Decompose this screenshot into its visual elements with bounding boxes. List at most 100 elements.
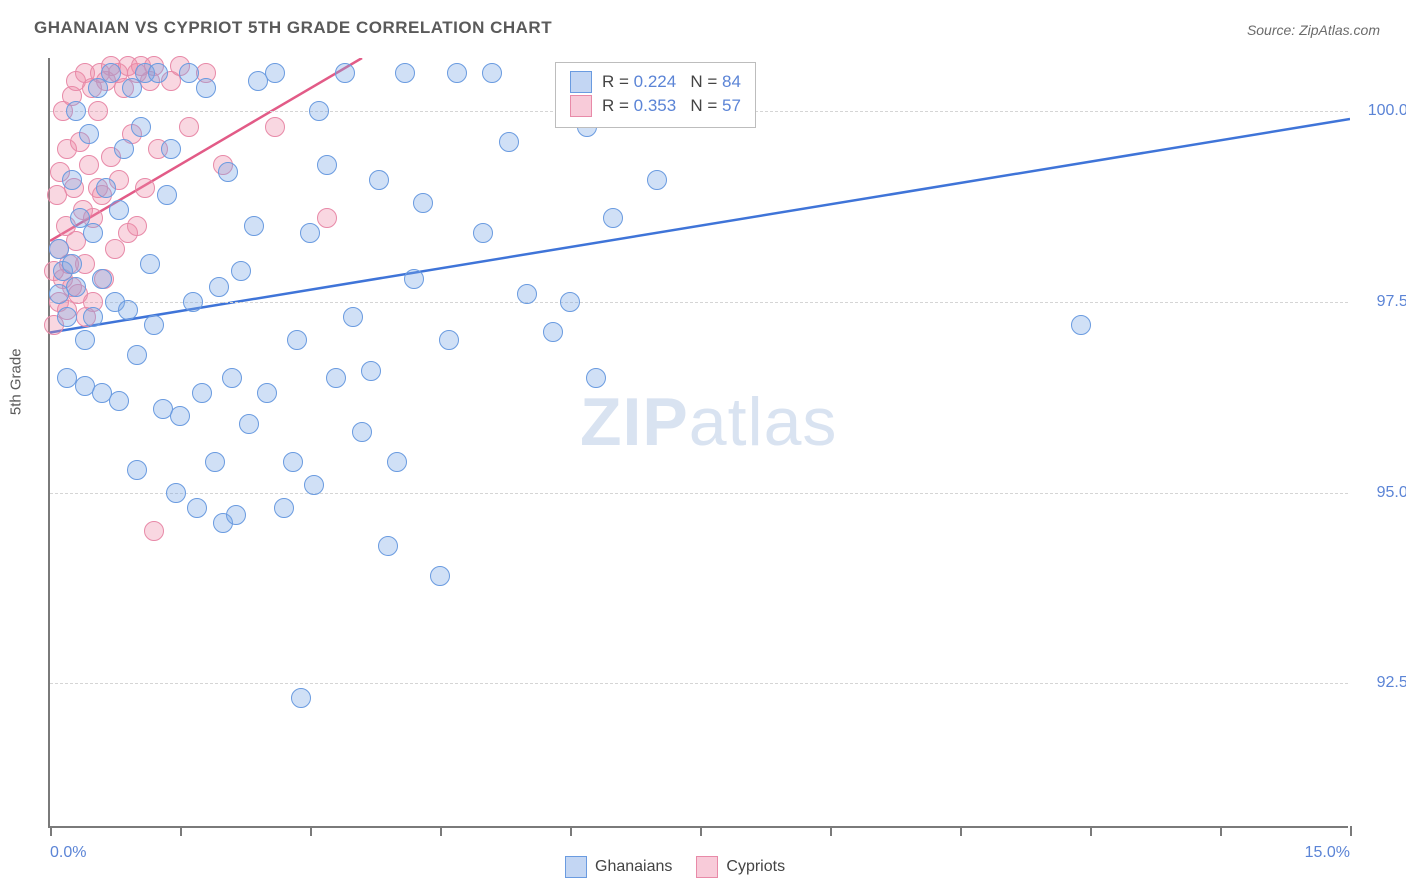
- data-point: [179, 117, 199, 137]
- data-point: [114, 139, 134, 159]
- y-tick-label: 97.5%: [1377, 293, 1406, 311]
- x-tick: [1220, 826, 1222, 836]
- data-point: [83, 307, 103, 327]
- data-point: [482, 63, 502, 83]
- data-point: [647, 170, 667, 190]
- data-point: [88, 101, 108, 121]
- data-point: [378, 536, 398, 556]
- data-point: [222, 368, 242, 388]
- data-point: [166, 483, 186, 503]
- data-point: [361, 361, 381, 381]
- data-point: [131, 117, 151, 137]
- data-point: [352, 422, 372, 442]
- data-point: [205, 452, 225, 472]
- series-legend: Ghanaians Cypriots: [565, 856, 785, 878]
- data-point: [1071, 315, 1091, 335]
- data-point: [127, 345, 147, 365]
- data-point: [413, 193, 433, 213]
- data-point: [335, 63, 355, 83]
- data-point: [343, 307, 363, 327]
- stats-legend: R = 0.224 N = 84 R = 0.353 N = 57: [555, 62, 756, 128]
- data-point: [369, 170, 389, 190]
- x-tick: [700, 826, 702, 836]
- data-point: [109, 200, 129, 220]
- data-point: [244, 216, 264, 236]
- data-point: [170, 406, 190, 426]
- data-point: [140, 254, 160, 274]
- stats-row-blue: R = 0.224 N = 84: [570, 71, 741, 93]
- r-value-blue: 0.224: [634, 72, 677, 91]
- legend-label: Ghanaians: [595, 858, 672, 876]
- x-tick: [1350, 826, 1352, 836]
- data-point: [127, 216, 147, 236]
- data-point: [183, 292, 203, 312]
- data-point: [326, 368, 346, 388]
- data-point: [317, 155, 337, 175]
- data-point: [317, 208, 337, 228]
- square-icon: [565, 856, 587, 878]
- x-tick: [960, 826, 962, 836]
- data-point: [473, 223, 493, 243]
- square-icon: [570, 71, 592, 93]
- data-point: [79, 124, 99, 144]
- x-tick: [310, 826, 312, 836]
- data-point: [57, 307, 77, 327]
- data-point: [517, 284, 537, 304]
- data-point: [543, 322, 563, 342]
- gridline-h: [50, 683, 1348, 684]
- data-point: [309, 101, 329, 121]
- data-point: [135, 178, 155, 198]
- r-value-pink: 0.353: [634, 96, 677, 115]
- data-point: [144, 521, 164, 541]
- y-tick-label: 100.0%: [1368, 102, 1406, 120]
- data-point: [196, 78, 216, 98]
- x-tick: [570, 826, 572, 836]
- data-point: [157, 185, 177, 205]
- data-point: [101, 63, 121, 83]
- data-point: [88, 78, 108, 98]
- chart-title: GHANAIAN VS CYPRIOT 5TH GRADE CORRELATIO…: [34, 18, 552, 38]
- data-point: [109, 391, 129, 411]
- n-value-pink: 57: [722, 96, 741, 115]
- legend-item-cypriots: Cypriots: [696, 856, 785, 878]
- y-tick-label: 95.0%: [1377, 484, 1406, 502]
- data-point: [447, 63, 467, 83]
- x-tick: [1090, 826, 1092, 836]
- data-point: [257, 383, 277, 403]
- scatter-plot: ZIPatlas 92.5%95.0%97.5%100.0%0.0%15.0%: [48, 58, 1348, 828]
- data-point: [127, 460, 147, 480]
- data-point: [192, 383, 212, 403]
- data-point: [62, 170, 82, 190]
- data-point: [560, 292, 580, 312]
- data-point: [291, 688, 311, 708]
- gridline-h: [50, 302, 1348, 303]
- x-tick: [830, 826, 832, 836]
- watermark-zip: ZIP: [580, 384, 689, 460]
- data-point: [231, 261, 251, 281]
- data-point: [265, 63, 285, 83]
- y-axis-title: 5th Grade: [8, 348, 25, 415]
- data-point: [404, 269, 424, 289]
- data-point: [209, 277, 229, 297]
- data-point: [144, 315, 164, 335]
- data-point: [83, 223, 103, 243]
- data-point: [395, 63, 415, 83]
- data-point: [187, 498, 207, 518]
- data-point: [283, 452, 303, 472]
- data-point: [274, 498, 294, 518]
- data-point: [226, 505, 246, 525]
- data-point: [79, 155, 99, 175]
- data-point: [499, 132, 519, 152]
- x-tick-label: 0.0%: [50, 844, 86, 862]
- data-point: [62, 254, 82, 274]
- n-value-blue: 84: [722, 72, 741, 91]
- data-point: [239, 414, 259, 434]
- data-point: [75, 330, 95, 350]
- source-label: Source: ZipAtlas.com: [1247, 22, 1380, 38]
- data-point: [92, 269, 112, 289]
- watermark-atlas: atlas: [689, 384, 838, 460]
- data-point: [287, 330, 307, 350]
- data-point: [265, 117, 285, 137]
- data-point: [387, 452, 407, 472]
- stats-row-pink: R = 0.353 N = 57: [570, 95, 741, 117]
